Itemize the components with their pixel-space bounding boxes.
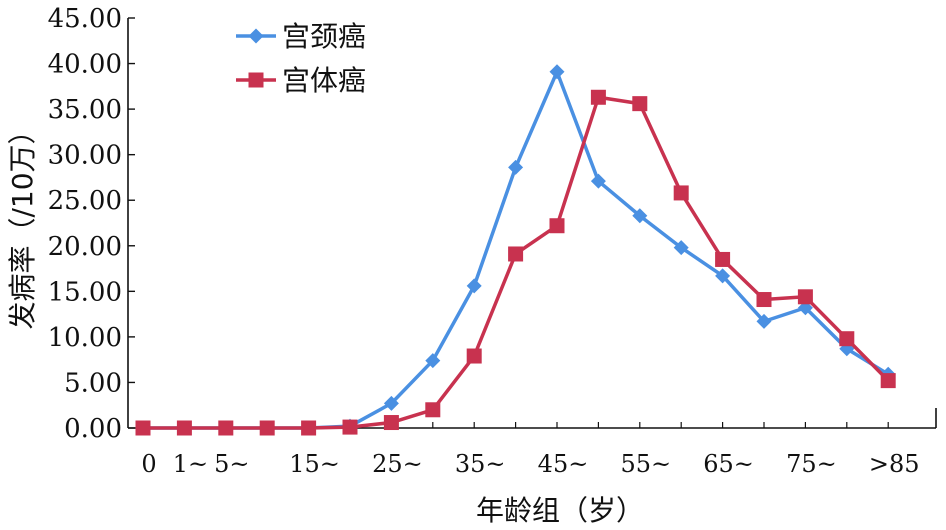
y-tick-label: 35.00 [48, 95, 122, 125]
data-point [383, 395, 399, 411]
y-tick-label: 0.00 [64, 414, 122, 444]
series-2 [135, 89, 896, 436]
data-point [425, 402, 441, 418]
data-point [880, 373, 896, 389]
x-tick-label: 5~ [214, 450, 249, 478]
data-point [466, 278, 482, 294]
y-tick-label: 15.00 [48, 277, 122, 307]
x-tick-label: >85 [869, 450, 920, 478]
x-tick-label: 1~ [173, 450, 208, 478]
data-point [508, 246, 524, 262]
data-point [839, 331, 855, 347]
x-tick-label: 55~ [620, 450, 671, 478]
data-point [176, 420, 192, 436]
data-point [549, 64, 565, 80]
y-tick-label: 25.00 [48, 186, 122, 216]
x-tick-label: 65~ [703, 450, 754, 478]
data-point [466, 348, 482, 364]
data-point [135, 420, 151, 436]
y-tick-label: 10.00 [48, 323, 122, 353]
legend-label: 宫体癌 [282, 64, 366, 97]
data-point [632, 208, 648, 224]
data-point [508, 159, 524, 175]
data-point [715, 268, 731, 284]
data-point [715, 251, 731, 267]
data-point [756, 313, 772, 329]
x-ticks: 0 1~ 5~ 15~ 25~ 35~ 45~ 55~ 65~ 75~ >85 [141, 422, 920, 478]
series-layer [135, 64, 896, 436]
data-point [590, 173, 606, 189]
data-point [797, 289, 813, 305]
data-point [549, 218, 565, 234]
data-point [383, 415, 399, 431]
data-point [673, 240, 689, 256]
data-point [756, 292, 772, 308]
x-tick-label: 25~ [372, 450, 423, 478]
x-tick-label: 15~ [289, 450, 340, 478]
x-tick-label: 35~ [455, 450, 506, 478]
x-axis-label: 年龄组（岁） [476, 494, 644, 527]
data-point [218, 420, 234, 436]
x-tick-label: 45~ [538, 450, 589, 478]
x-tick-label: 75~ [786, 450, 837, 478]
y-tick-label: 20.00 [48, 232, 122, 262]
y-tick-label: 40.00 [48, 50, 122, 80]
data-point [632, 96, 648, 112]
legend-marker [248, 28, 264, 44]
data-point [342, 419, 358, 435]
y-ticks: 0.00 5.00 10.00 15.00 20.00 25.00 30.00 35.00 40… [48, 4, 135, 444]
data-point [259, 420, 275, 436]
data-point [590, 89, 606, 105]
series-line [143, 95, 890, 430]
data-point [301, 420, 317, 436]
y-tick-label: 5.00 [64, 368, 122, 398]
y-axis-label: 发病率（/10万） [6, 116, 39, 329]
y-tick-label: 30.00 [48, 141, 122, 171]
data-point [425, 353, 441, 369]
legend-label: 宫颈癌 [282, 20, 366, 53]
data-point [673, 185, 689, 201]
legend-marker [248, 72, 264, 88]
y-tick-label: 45.00 [48, 4, 122, 34]
x-tick-label: 0 [141, 450, 156, 478]
